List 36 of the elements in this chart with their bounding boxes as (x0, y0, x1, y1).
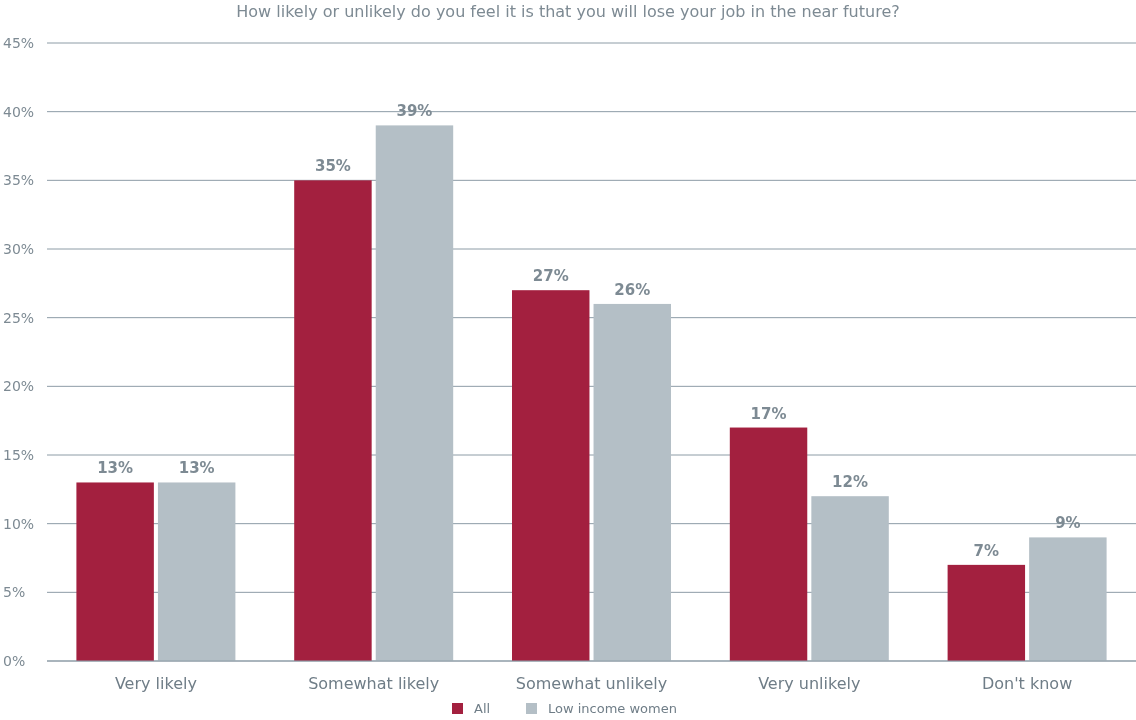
data-label: 26% (614, 280, 651, 299)
bar (811, 496, 889, 661)
y-tick-label: 35% (3, 172, 35, 189)
bar (729, 427, 808, 661)
y-tick-label: 10% (3, 515, 35, 532)
x-tick-label: Don't know (981, 674, 1073, 693)
data-label: 13% (97, 459, 134, 478)
bar (1029, 537, 1107, 661)
x-tick-label: Somewhat unlikely (515, 674, 668, 693)
y-tick-label: 40% (3, 103, 35, 120)
x-tick-label: Somewhat likely (308, 674, 440, 693)
y-tick-label: 5% (3, 584, 26, 601)
x-tick-label: Very unlikely (758, 674, 861, 693)
y-tick-label: 15% (3, 446, 35, 463)
data-label: 7% (973, 541, 1000, 560)
bar (375, 125, 454, 661)
bar (294, 180, 372, 661)
legend-label: All (474, 701, 491, 716)
chart-title: How likely or unlikely do you feel it is that you will lose your job in the near future? (236, 2, 900, 21)
bar (76, 482, 154, 661)
y-tick-label: 0% (3, 652, 26, 669)
data-label: 12% (832, 473, 869, 492)
bar (593, 303, 671, 661)
y-tick-label: 20% (3, 378, 35, 395)
data-label: 13% (178, 459, 215, 478)
y-tick-label: 25% (3, 309, 35, 326)
legend-label: Low income women (548, 701, 677, 716)
data-label: 17% (750, 404, 787, 423)
y-tick-label: 45% (3, 34, 35, 51)
bar (512, 290, 590, 661)
x-tick-label: Very likely (114, 674, 197, 693)
bar (157, 482, 236, 661)
data-label: 27% (532, 267, 569, 286)
y-tick-label: 30% (3, 240, 35, 257)
bar (947, 564, 1026, 661)
data-label: 35% (314, 157, 351, 176)
